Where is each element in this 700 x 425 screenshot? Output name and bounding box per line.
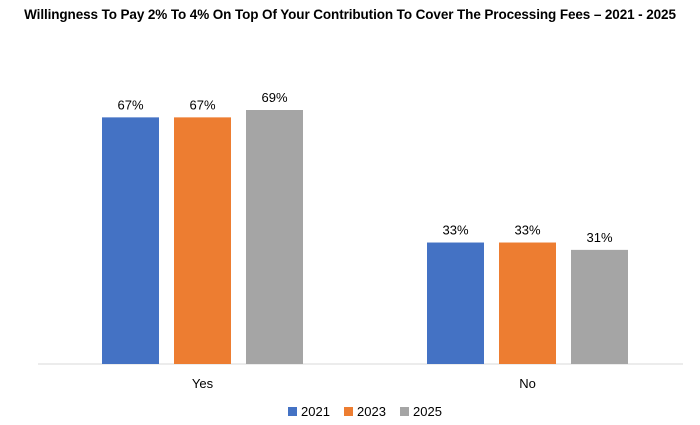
- data-label-yes-2021: 67%: [117, 97, 143, 112]
- category-label-yes: Yes: [192, 376, 214, 391]
- legend-swatch-2025: [400, 407, 409, 416]
- data-label-no-2023: 33%: [514, 223, 540, 238]
- legend: 2021 2023 2025: [288, 404, 442, 419]
- bar-no-2021: [427, 242, 484, 364]
- bar-yes-2025: [246, 110, 303, 364]
- legend-swatch-2021: [288, 407, 297, 416]
- data-label-yes-2023: 67%: [189, 97, 215, 112]
- legend-label-2025: 2025: [413, 404, 442, 419]
- bar-yes-2021: [102, 117, 159, 364]
- data-label-no-2025: 31%: [586, 230, 612, 245]
- category-label-no: No: [519, 376, 536, 391]
- bars-group: [102, 110, 628, 364]
- chart-title: Willingness To Pay 2% To 4% On Top Of Yo…: [24, 7, 676, 22]
- data-label-yes-2025: 69%: [261, 90, 287, 105]
- legend-swatch-2023: [344, 407, 353, 416]
- category-labels-group: Yes No: [192, 376, 536, 391]
- data-label-no-2021: 33%: [442, 223, 468, 238]
- bar-yes-2023: [174, 117, 231, 364]
- bar-no-2023: [499, 242, 556, 364]
- bar-no-2025: [571, 249, 628, 364]
- data-labels-group: 67% 67% 69% 33% 33% 31%: [117, 90, 612, 245]
- legend-label-2021: 2021: [301, 404, 330, 419]
- legend-label-2023: 2023: [357, 404, 386, 419]
